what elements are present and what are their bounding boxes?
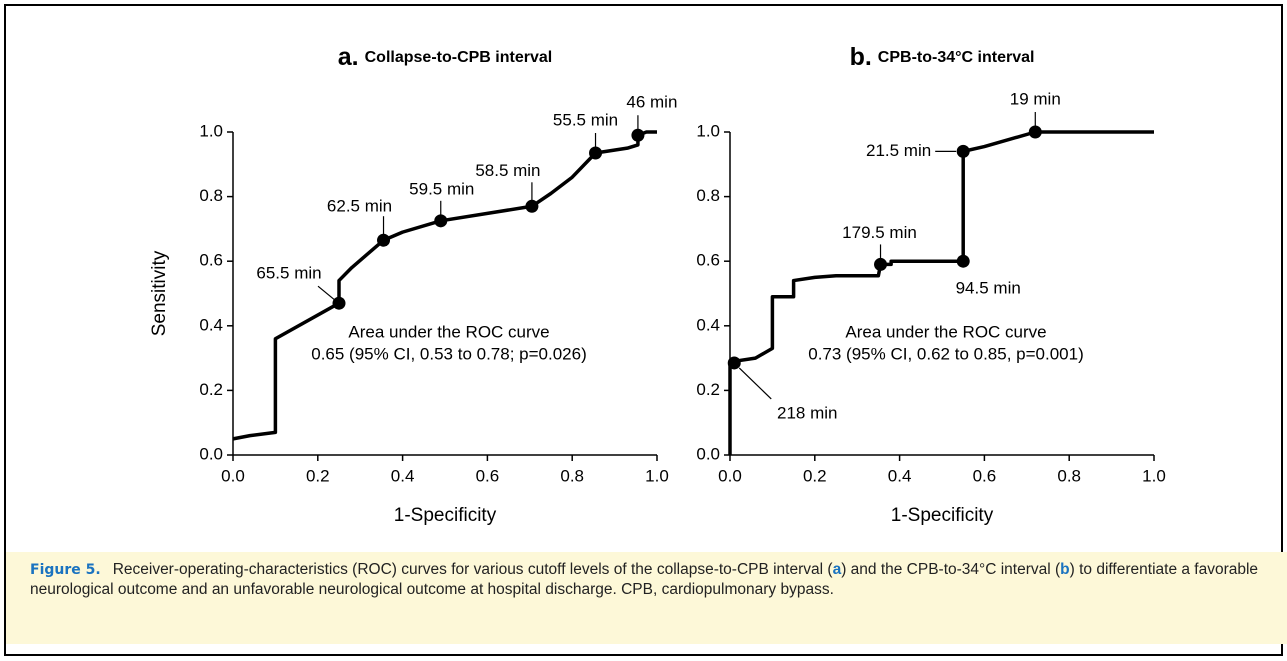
cutoff-point bbox=[589, 146, 603, 160]
y-tick-label: 1.0 bbox=[696, 121, 720, 140]
auc-annotation: Area under the ROC curve bbox=[845, 322, 1046, 341]
y-tick-label: 1.0 bbox=[199, 121, 223, 140]
charts: a. Collapse-to-CPB interval 0.0 0.2 0.4 0.6 0.… bbox=[149, 43, 1166, 526]
x-tick-label: 0.8 bbox=[1057, 466, 1081, 485]
label-leader bbox=[317, 285, 336, 301]
cutoff-point bbox=[525, 199, 539, 213]
x-tick-label: 0.6 bbox=[476, 466, 500, 485]
label-leader bbox=[738, 367, 772, 400]
caption-text: a bbox=[832, 561, 842, 578]
x-axis-label: 1-Specificity bbox=[891, 505, 994, 526]
y-tick-label: 0.2 bbox=[696, 380, 720, 399]
title-text: CPB-to-34°C interval bbox=[878, 49, 1035, 66]
y-tick-label: 0.6 bbox=[696, 251, 720, 270]
point-label: 46 min bbox=[626, 93, 677, 112]
y-tick-label: 0.8 bbox=[199, 186, 223, 205]
point-label: 62.5 min bbox=[327, 197, 392, 216]
chart-title: a. Collapse-to-CPB interval bbox=[338, 43, 552, 71]
point-label: 58.5 min bbox=[475, 161, 540, 180]
y-tick-label: 0.8 bbox=[696, 186, 720, 205]
x-tick-label: 0.2 bbox=[306, 466, 330, 485]
y-tick-label: 0.4 bbox=[696, 315, 720, 334]
cutoff-point bbox=[956, 144, 970, 158]
x-tick-label: 0.0 bbox=[221, 466, 245, 485]
roc-curve bbox=[232, 130, 657, 441]
y-axis-label: Sensitivity bbox=[149, 250, 170, 336]
cutoff-point bbox=[727, 356, 741, 370]
y-tick-label: 0.6 bbox=[199, 251, 223, 270]
point-label: 218 min bbox=[777, 403, 837, 422]
x-tick-label: 0.4 bbox=[391, 466, 415, 485]
x-tick-label: 0.2 bbox=[803, 466, 827, 485]
auc-annotation: 0.65 (95% CI, 0.53 to 0.78; p=0.026) bbox=[311, 344, 587, 363]
auc-annotation: 0.73 (95% CI, 0.62 to 0.85, p=0.001) bbox=[808, 344, 1084, 363]
figure-border bbox=[4, 4, 1283, 656]
cutoff-point bbox=[332, 296, 346, 310]
caption-text: Receiver-operating-characteristics (ROC)… bbox=[112, 561, 833, 578]
point-label: 65.5 min bbox=[256, 264, 321, 283]
caption: Figure 5. Receiver-operating-characterist… bbox=[6, 552, 1287, 644]
cutoff-point bbox=[631, 128, 645, 142]
panel-label: b. bbox=[850, 43, 872, 71]
x-tick-label: 1.0 bbox=[1142, 466, 1166, 485]
cutoff-point bbox=[377, 233, 391, 247]
point-label: 55.5 min bbox=[553, 110, 618, 129]
x-tick-label: 0.0 bbox=[718, 466, 742, 485]
caption-text: ) and the CPB-to-34°C interval ( bbox=[841, 561, 1061, 578]
x-axis-label: 1-Specificity bbox=[394, 505, 497, 526]
x-tick-label: 0.4 bbox=[888, 466, 912, 485]
title-text: Collapse-to-CPB interval bbox=[365, 49, 553, 66]
y-tick-label: 0.4 bbox=[199, 315, 223, 334]
point-label: 21.5 min bbox=[866, 141, 931, 160]
x-tick-label: 0.8 bbox=[560, 466, 584, 485]
cutoff-point bbox=[874, 257, 888, 271]
y-tick-label: 0.0 bbox=[199, 444, 223, 463]
caption-text: ) to differentiate a favorable neurologi… bbox=[30, 561, 1259, 598]
point-label: 59.5 min bbox=[409, 179, 474, 198]
point-label: 94.5 min bbox=[956, 279, 1021, 298]
point-label: 19 min bbox=[1010, 89, 1061, 108]
caption-label: Figure 5. bbox=[30, 562, 101, 578]
caption-text: b bbox=[1060, 561, 1070, 578]
cutoff-point bbox=[1028, 125, 1042, 139]
x-tick-label: 1.0 bbox=[645, 466, 669, 485]
point-label: 179.5 min bbox=[842, 223, 917, 242]
y-tick-label: 0.2 bbox=[199, 380, 223, 399]
x-tick-label: 0.6 bbox=[973, 466, 997, 485]
y-tick-label: 0.0 bbox=[696, 444, 720, 463]
auc-annotation: Area under the ROC curve bbox=[348, 322, 549, 341]
cutoff-point bbox=[956, 254, 970, 268]
chart-title: b. CPB-to-34°C interval bbox=[850, 43, 1035, 71]
cutoff-point bbox=[434, 214, 448, 228]
panel-label: a. bbox=[338, 43, 359, 71]
